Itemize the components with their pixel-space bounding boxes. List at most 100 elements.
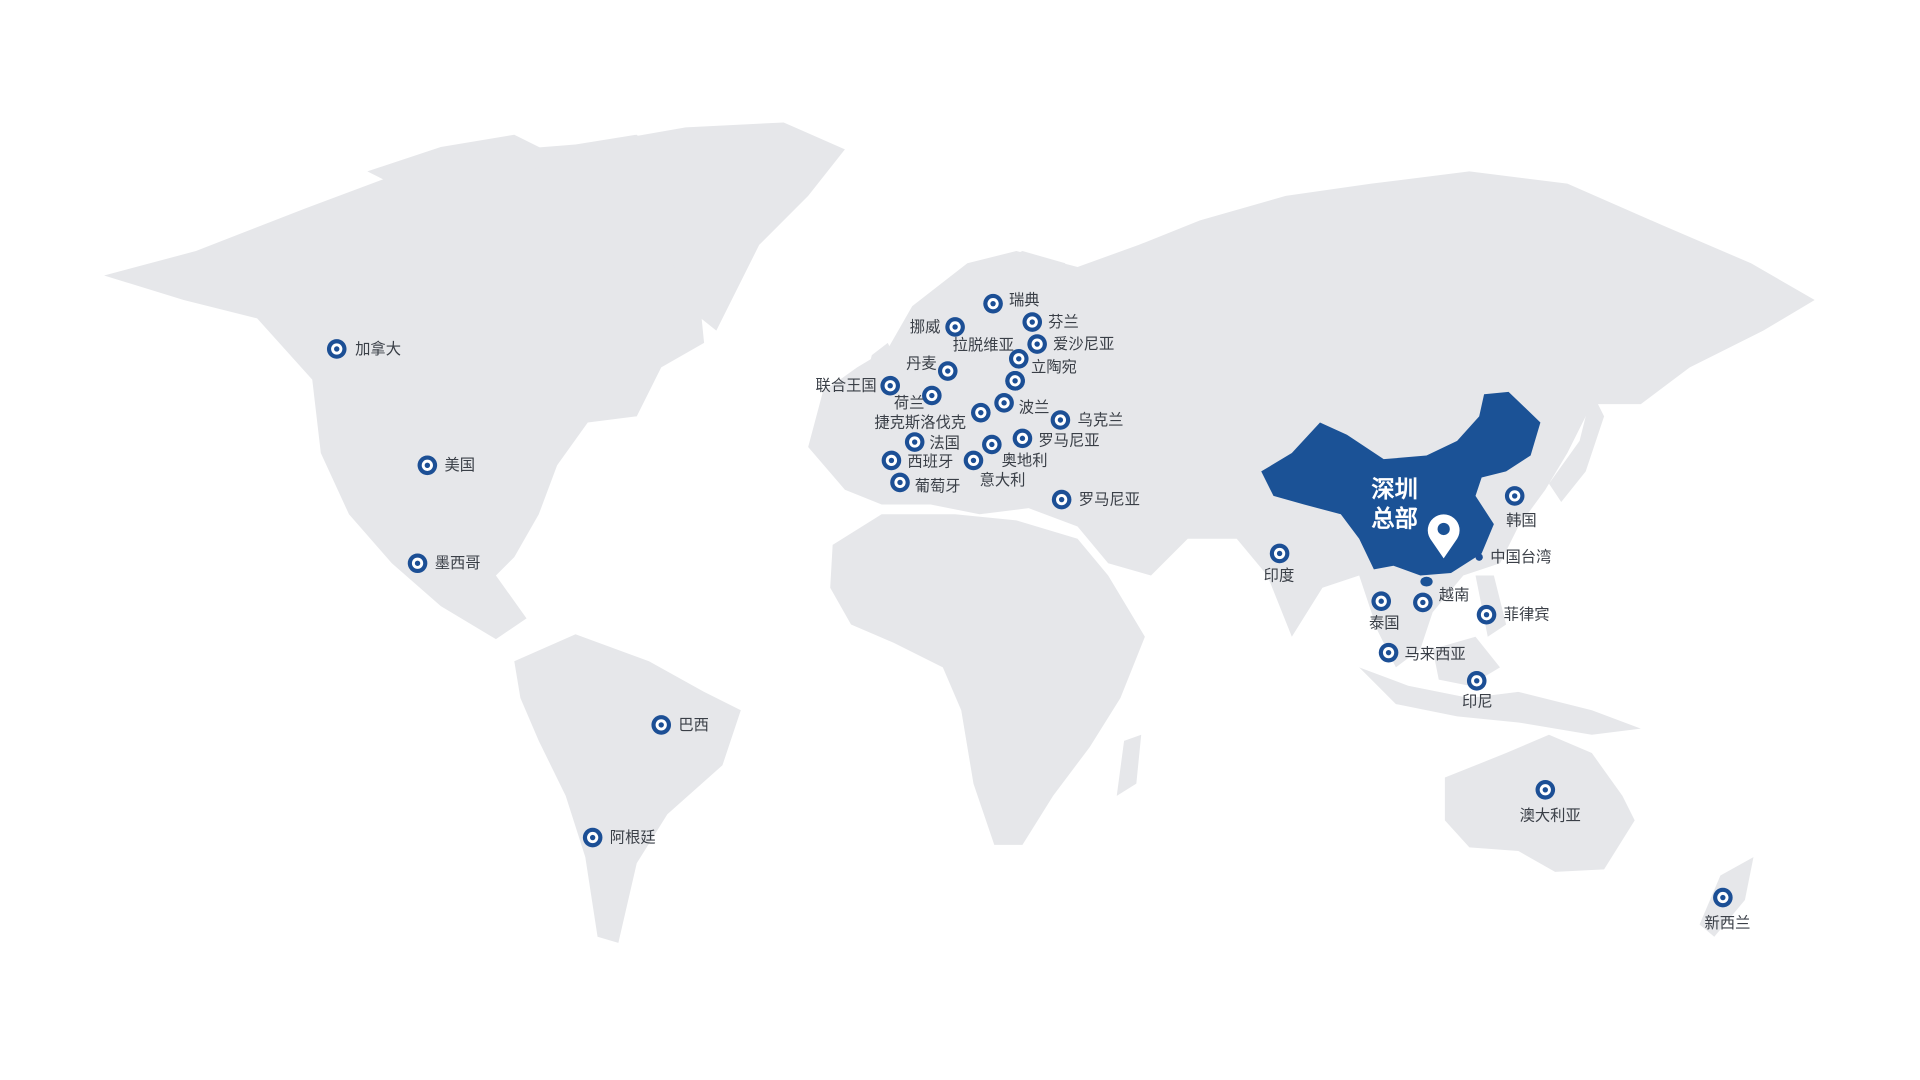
office-marker[interactable]: 墨西哥 bbox=[407, 553, 481, 574]
marker-label: 墨西哥 bbox=[435, 554, 481, 572]
office-marker[interactable]: 阿根廷 bbox=[582, 827, 656, 848]
marker-dot bbox=[1542, 787, 1549, 793]
marker-label: 澳大利亚 bbox=[1520, 806, 1581, 824]
office-marker[interactable]: 挪威 bbox=[910, 317, 965, 337]
marker-label: 印尼 bbox=[1462, 693, 1493, 711]
marker-label: 葡萄牙 bbox=[915, 477, 961, 495]
office-marker[interactable]: 拉脱维亚 bbox=[953, 336, 1029, 369]
marker-dot bbox=[1474, 678, 1480, 684]
headquarters: 深圳 总部 bbox=[1371, 476, 1460, 559]
marker-label: 中国台湾 bbox=[1490, 548, 1551, 566]
south-america bbox=[514, 634, 741, 943]
office-marker[interactable]: 乌克兰 bbox=[1050, 410, 1124, 430]
china-shape bbox=[1261, 391, 1541, 576]
marker-label: 马来西亚 bbox=[1404, 645, 1465, 663]
office-marker[interactable]: 印尼 bbox=[1462, 671, 1493, 711]
marker-label: 阿根廷 bbox=[610, 828, 656, 846]
office-marker[interactable]: 美国 bbox=[417, 455, 476, 476]
marker-dot bbox=[1034, 341, 1040, 347]
australia bbox=[1444, 734, 1635, 872]
office-marker[interactable]: 中国台湾 bbox=[1475, 548, 1552, 566]
marker-label: 韩国 bbox=[1506, 511, 1537, 529]
office-marker[interactable]: 奥地利 bbox=[982, 434, 1048, 470]
office-marker[interactable]: 马来西亚 bbox=[1378, 642, 1466, 663]
location-marker-icon[interactable] bbox=[1475, 553, 1483, 561]
office-marker[interactable]: 印度 bbox=[1264, 543, 1295, 585]
office-marker[interactable]: 泰国 bbox=[1369, 591, 1400, 632]
hainan-shape bbox=[1420, 576, 1433, 587]
office-marker[interactable]: 澳大利亚 bbox=[1520, 780, 1581, 824]
marker-label: 捷克斯洛伐克 bbox=[874, 413, 966, 431]
marker-dot bbox=[970, 457, 977, 464]
marker-dot bbox=[1512, 493, 1518, 499]
indonesia bbox=[1359, 667, 1641, 735]
map-pin-icon[interactable] bbox=[1427, 514, 1460, 559]
marker-dot bbox=[1483, 612, 1490, 618]
marker-label: 联合王国 bbox=[816, 377, 877, 395]
marker-dot bbox=[990, 300, 996, 307]
marker-label: 立陶宛 bbox=[1031, 358, 1077, 376]
office-marker[interactable]: 捷克斯洛伐克 bbox=[874, 402, 991, 431]
marker-label: 乌克兰 bbox=[1078, 411, 1124, 429]
marker-label: 瑞典 bbox=[1009, 291, 1040, 309]
marker-label: 拉脱维亚 bbox=[953, 336, 1014, 354]
office-marker[interactable]: 意大利 bbox=[963, 450, 1026, 489]
marker-label: 越南 bbox=[1439, 586, 1470, 604]
marker-label: 荷兰 bbox=[894, 394, 925, 412]
marker-label: 加拿大 bbox=[355, 340, 401, 358]
marker-label: 罗马尼亚 bbox=[1079, 490, 1140, 508]
marker-dot bbox=[424, 462, 431, 468]
office-marker[interactable]: 丹麦 bbox=[906, 355, 958, 381]
marker-label: 泰国 bbox=[1369, 614, 1400, 632]
marker-dot bbox=[929, 392, 935, 399]
office-marker[interactable] bbox=[1005, 371, 1025, 391]
north-america bbox=[104, 134, 705, 640]
marker-label: 挪威 bbox=[910, 318, 941, 336]
office-marker[interactable]: 法国 bbox=[904, 432, 960, 452]
marker-dot bbox=[1001, 400, 1007, 406]
office-marker[interactable]: 芬兰 bbox=[1022, 312, 1079, 332]
marker-label: 新西兰 bbox=[1704, 914, 1750, 932]
office-marker[interactable]: 荷兰 bbox=[894, 385, 942, 412]
office-marker[interactable]: 爱沙尼亚 bbox=[1027, 334, 1114, 354]
marker-label: 波兰 bbox=[1019, 399, 1050, 417]
office-marker[interactable]: 波兰 bbox=[994, 393, 1049, 417]
japan bbox=[1548, 391, 1605, 503]
office-marker[interactable]: 巴西 bbox=[651, 715, 709, 735]
hq-label-line2: 总部 bbox=[1371, 506, 1418, 533]
continents bbox=[104, 122, 1815, 943]
marker-label: 芬兰 bbox=[1048, 313, 1079, 331]
office-marker[interactable]: 韩国 bbox=[1504, 486, 1537, 529]
marker-dot bbox=[887, 383, 893, 389]
marker-dot bbox=[658, 722, 664, 728]
marker-label: 西班牙 bbox=[907, 453, 953, 471]
marker-dot bbox=[1420, 599, 1426, 606]
madagascar bbox=[1116, 734, 1142, 796]
marker-dot bbox=[912, 439, 918, 445]
marker-label: 罗马尼亚 bbox=[1038, 432, 1099, 450]
marker-dot bbox=[414, 560, 421, 566]
marker-label: 巴西 bbox=[678, 716, 709, 734]
office-marker[interactable]: 联合王国 bbox=[816, 375, 900, 396]
office-marker[interactable]: 西班牙 bbox=[881, 450, 954, 471]
marker-dot bbox=[1012, 378, 1018, 384]
marker-dot bbox=[1058, 496, 1065, 503]
office-marker[interactable]: 葡萄牙 bbox=[890, 472, 961, 495]
arctic-islands bbox=[367, 134, 564, 196]
marker-dot bbox=[1720, 894, 1726, 901]
office-marker[interactable]: 加拿大 bbox=[326, 339, 401, 359]
marker-dot bbox=[1029, 319, 1035, 325]
marker-dot bbox=[1057, 417, 1064, 423]
office-marker[interactable]: 瑞典 bbox=[983, 291, 1040, 314]
marker-dot bbox=[1385, 649, 1392, 656]
office-marker[interactable]: 越南 bbox=[1413, 586, 1470, 613]
office-marker[interactable]: 罗马尼亚 bbox=[1012, 428, 1100, 450]
office-marker[interactable]: 罗马尼亚 bbox=[1051, 489, 1140, 510]
office-marker[interactable]: 菲律宾 bbox=[1476, 604, 1550, 625]
marker-dot bbox=[952, 324, 958, 330]
marker-dot bbox=[1019, 435, 1026, 442]
office-marker[interactable]: 新西兰 bbox=[1704, 887, 1750, 932]
